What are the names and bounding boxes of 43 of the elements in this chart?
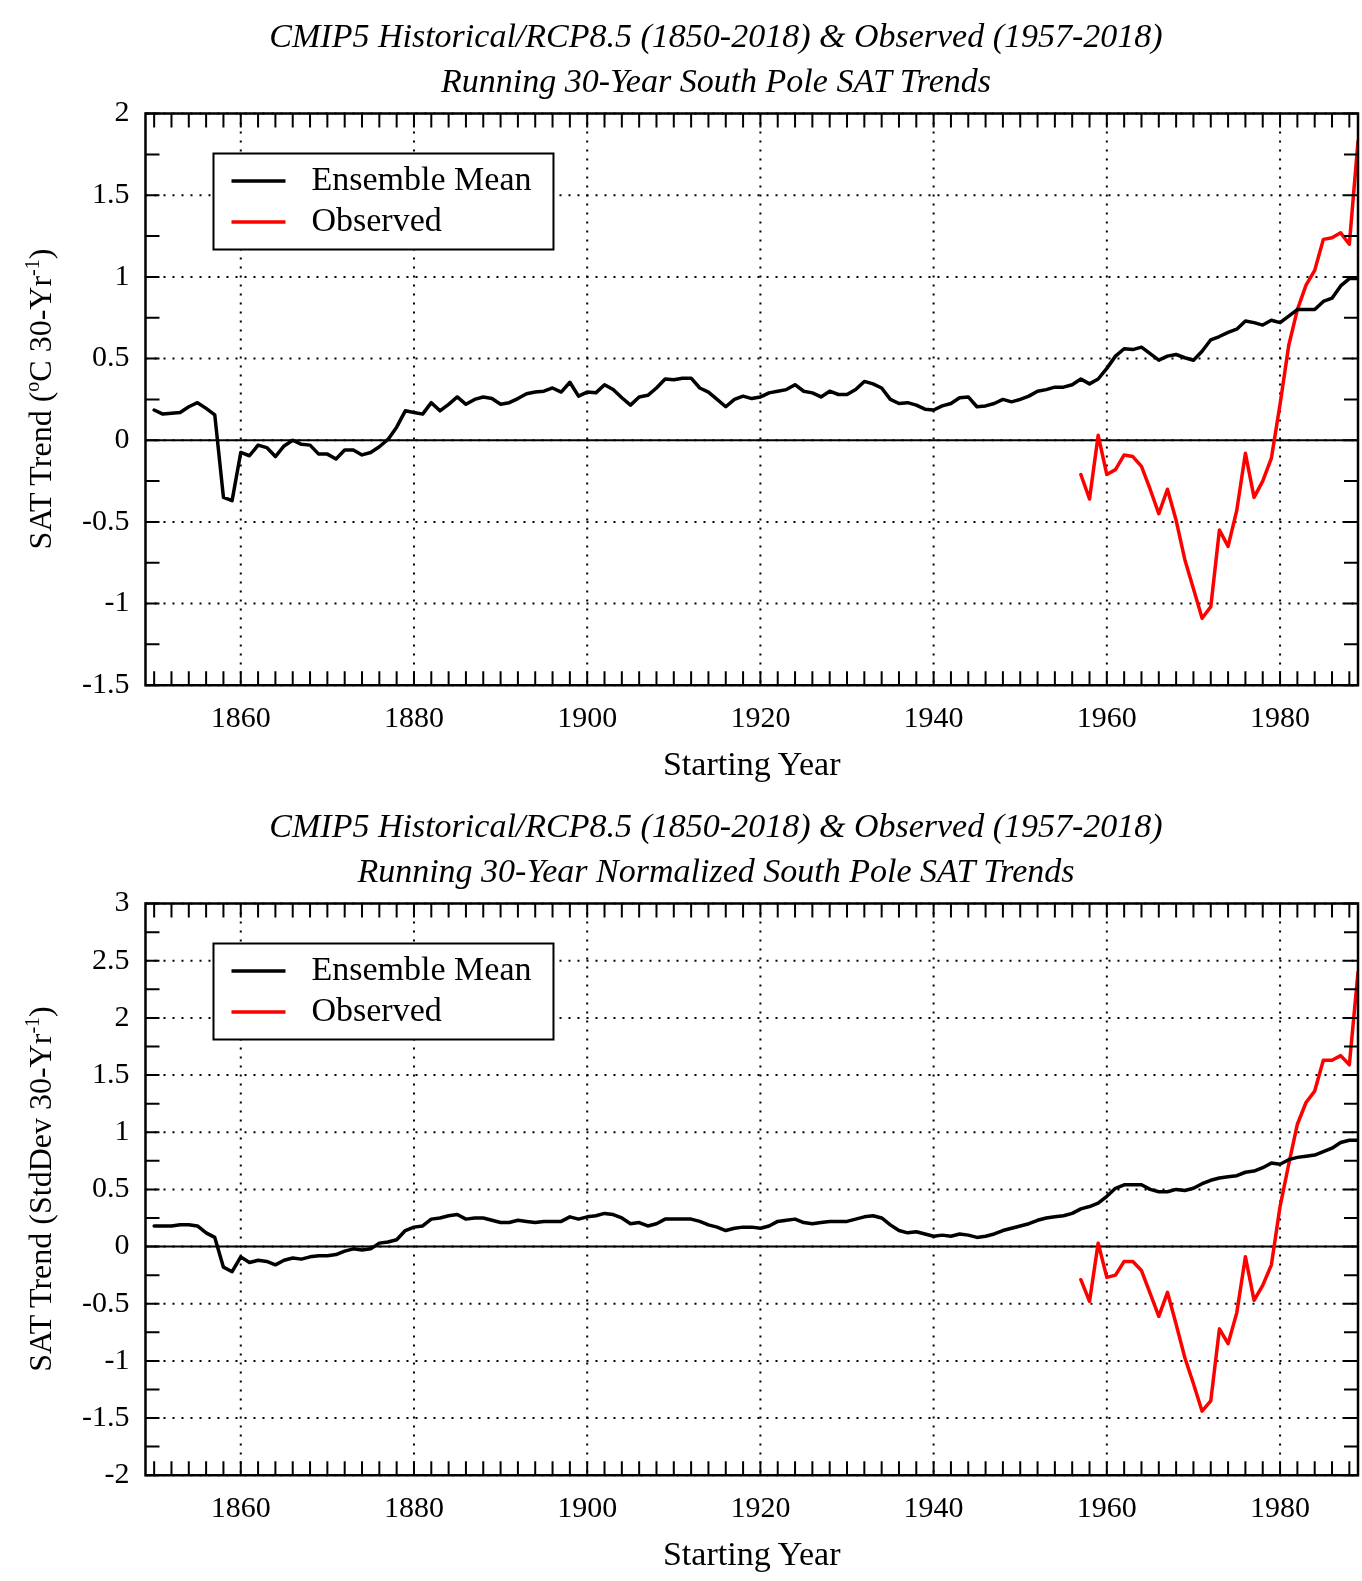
x-tick-label: 1920	[730, 1490, 791, 1524]
x-tick-label: 1900	[557, 700, 618, 734]
x-tick-label: 1960	[1076, 700, 1137, 734]
x-tick-label: 1900	[557, 1490, 618, 1524]
y-tick-label: 2.5	[91, 941, 130, 975]
x-tick-label: 1880	[383, 1490, 444, 1524]
legend-label: Ensemble Mean	[311, 160, 532, 198]
x-tick-label: 1920	[730, 700, 791, 734]
x-tick-label: 1980	[1250, 1490, 1311, 1524]
legend-label: Observed	[311, 991, 442, 1029]
x-axis-title: Starting Year	[662, 1534, 842, 1572]
chart-title: CMIP5 Historical/RCP8.5 (1850-2018) & Observed (1957-2018)	[269, 807, 1163, 846]
x-tick-label: 1980	[1250, 700, 1311, 734]
y-tick-label: -1.5	[81, 1398, 130, 1432]
y-tick-label: -1	[104, 584, 130, 618]
legend-label: Observed	[311, 201, 442, 239]
x-tick-label: 1880	[383, 700, 444, 734]
x-tick-label: 1860	[210, 1490, 271, 1524]
x-axis-title: Starting Year	[662, 744, 842, 782]
chart-title: CMIP5 Historical/RCP8.5 (1850-2018) & Observed (1957-2018)	[269, 17, 1163, 56]
y-tick-label: 3	[114, 884, 130, 918]
y-tick-label: -0.5	[81, 502, 130, 536]
y-tick-label: 1.5	[91, 176, 130, 210]
y-tick-label: -0.5	[81, 1284, 130, 1318]
y-tick-label: 2	[114, 94, 130, 128]
y-tick-label: -1.5	[81, 666, 130, 700]
y-tick-label: 1	[114, 1113, 130, 1147]
y-tick-label: 0	[114, 421, 130, 455]
y-tick-label: 2	[114, 998, 130, 1032]
chart-subtitle: Running 30-Year Normalized South Pole SAT Trends	[356, 852, 1075, 890]
y-tick-label: 1.5	[91, 1055, 130, 1089]
legend-label: Ensemble Mean	[311, 950, 532, 988]
y-tick-label: 0.5	[91, 1170, 130, 1204]
y-tick-label: 0	[114, 1227, 130, 1261]
y-tick-label: 1	[114, 257, 130, 291]
y-tick-label: -1	[104, 1341, 130, 1375]
y-tick-label: -2	[104, 1456, 130, 1490]
x-tick-label: 1940	[903, 1490, 964, 1524]
x-tick-label: 1940	[903, 700, 964, 734]
x-tick-label: 1860	[210, 700, 271, 734]
chart-subtitle: Running 30-Year South Pole SAT Trends	[439, 62, 992, 100]
y-tick-label: 0.5	[91, 339, 130, 373]
x-tick-label: 1960	[1076, 1490, 1137, 1524]
